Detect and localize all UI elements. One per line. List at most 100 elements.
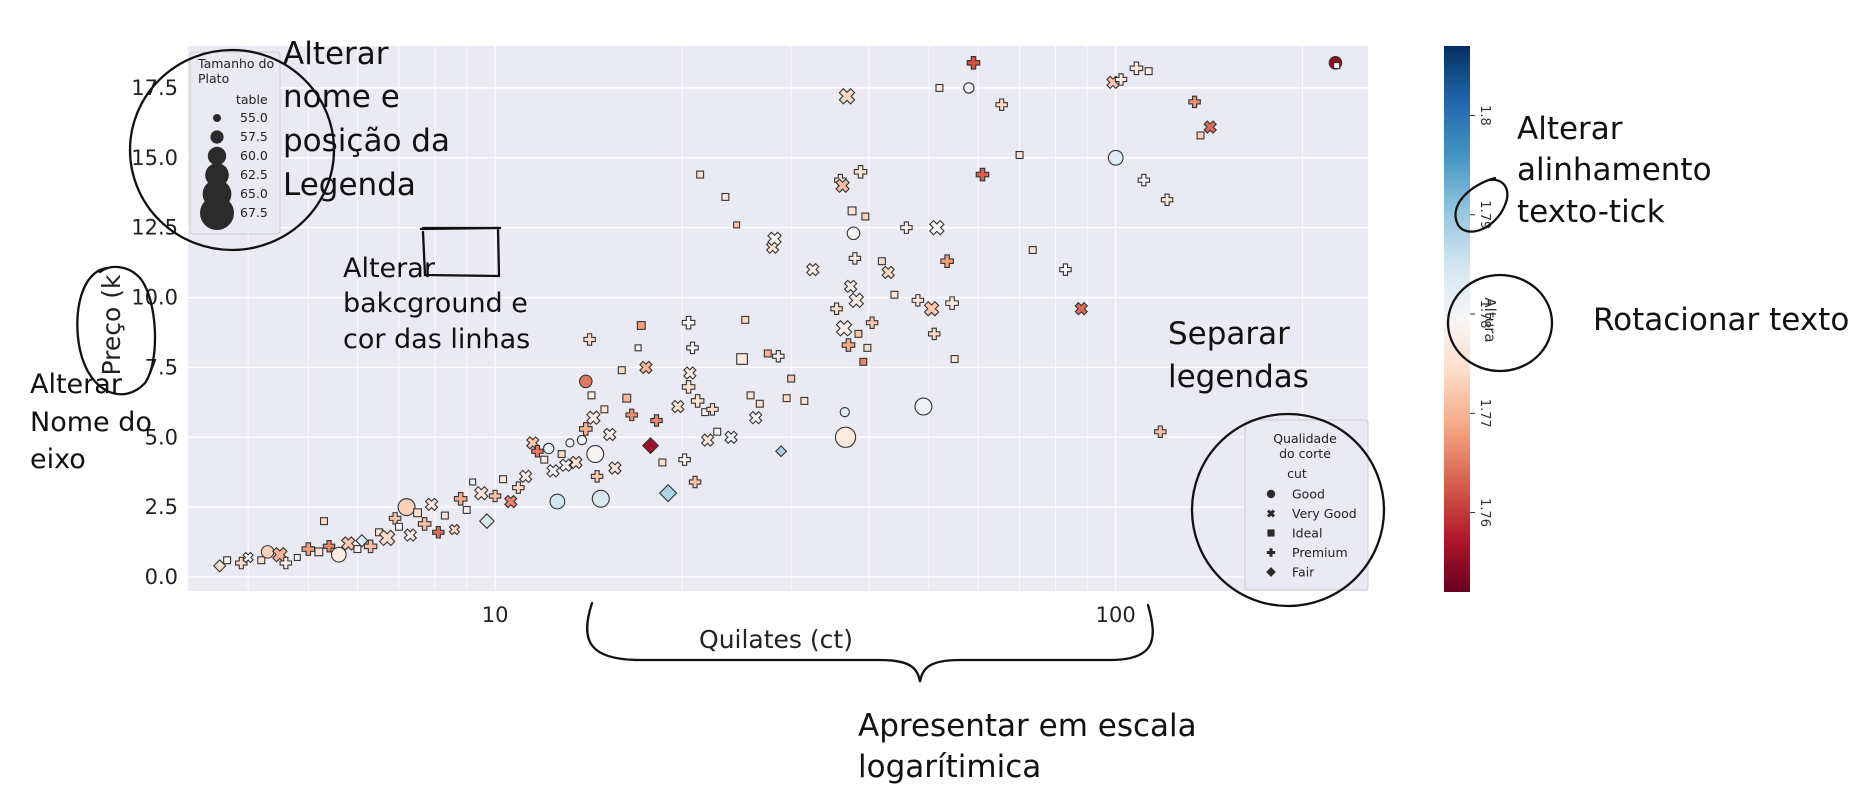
point-60 bbox=[602, 427, 617, 442]
point-87 bbox=[733, 221, 741, 229]
marker-legend-label-4: Fair bbox=[1292, 565, 1315, 580]
size-legend-title-line1: Tamanho do bbox=[197, 56, 274, 71]
marker-legend: Qualidade do corte cut Good Very Good Idea… bbox=[1244, 419, 1369, 591]
point-44 bbox=[546, 464, 560, 478]
point-115 bbox=[854, 329, 863, 338]
point-72 bbox=[671, 399, 685, 414]
point-121 bbox=[877, 257, 886, 266]
point-101 bbox=[805, 262, 820, 277]
point-137 bbox=[995, 98, 1008, 111]
colorbar-tick-label-4: 1.8 bbox=[1477, 105, 1492, 126]
colorbar-tick-label-3: 1.79 bbox=[1477, 200, 1492, 229]
point-111 bbox=[847, 206, 857, 216]
x-tick-labels: 10 100 bbox=[482, 603, 1136, 627]
tick-note-line1: Alterar bbox=[1517, 111, 1623, 147]
background-note-line3: cor das linhas bbox=[343, 324, 530, 355]
log-note-line2: logarítimica bbox=[858, 749, 1041, 785]
point-33 bbox=[473, 485, 489, 501]
point-41 bbox=[531, 445, 544, 458]
point-93 bbox=[763, 349, 772, 358]
y-axis-label: Preço (k bbox=[97, 274, 126, 375]
point-3 bbox=[242, 551, 254, 564]
scatter-points bbox=[213, 55, 1343, 573]
marker-legend-label-1: Very Good bbox=[1292, 506, 1357, 521]
point-28 bbox=[440, 511, 449, 520]
point-62 bbox=[617, 366, 626, 375]
legend-note-line1: Alterar bbox=[283, 36, 389, 72]
point-66 bbox=[636, 321, 646, 330]
point-144 bbox=[1114, 73, 1128, 86]
point-85 bbox=[721, 192, 730, 201]
point-96 bbox=[772, 349, 785, 363]
point-102 bbox=[830, 302, 843, 315]
size-legend: Tamanho do Plato table 55.0 57.5 60.0 62.5 6… bbox=[189, 51, 281, 235]
point-7 bbox=[279, 556, 293, 570]
point-47 bbox=[559, 458, 573, 473]
point-21 bbox=[394, 522, 403, 531]
legend-note-line2: nome e bbox=[283, 79, 400, 115]
marker-legend-marker-1 bbox=[1266, 509, 1276, 518]
point-23 bbox=[403, 528, 418, 542]
point-84 bbox=[713, 427, 722, 436]
point-37 bbox=[504, 494, 518, 509]
size-legend-label-0: 55.0 bbox=[240, 110, 268, 125]
point-58 bbox=[591, 489, 610, 508]
log-brace-stroke bbox=[585, 601, 1154, 683]
point-108 bbox=[838, 87, 856, 105]
marker-legend-marker-3 bbox=[1266, 548, 1276, 557]
marker-legend-label-0: Good bbox=[1292, 487, 1325, 502]
point-146 bbox=[1137, 173, 1151, 187]
point-9 bbox=[301, 542, 316, 556]
point-128 bbox=[927, 327, 941, 341]
size-legend-entries: 55.0 57.5 60.0 62.5 65.0 67.5 bbox=[200, 110, 268, 230]
background-box-stroke bbox=[419, 226, 502, 278]
point-11 bbox=[319, 517, 328, 526]
y-tick-labels: 0.02.55.07.510.012.515.017.5 bbox=[131, 76, 178, 589]
point-139 bbox=[1028, 246, 1037, 255]
point-99 bbox=[787, 374, 796, 383]
point-65 bbox=[634, 344, 642, 352]
marker-legend-entries: Good Very Good Ideal Premium Fair bbox=[1266, 487, 1357, 580]
point-88 bbox=[736, 353, 748, 365]
point-145 bbox=[1129, 61, 1144, 76]
point-78 bbox=[688, 475, 702, 489]
plot-background bbox=[188, 46, 1368, 591]
point-107 bbox=[834, 426, 857, 448]
point-51 bbox=[578, 422, 593, 436]
point-141 bbox=[1074, 301, 1089, 316]
point-92 bbox=[755, 399, 764, 408]
marker-legend-marker-0 bbox=[1266, 489, 1276, 499]
point-143 bbox=[1107, 149, 1124, 166]
point-74 bbox=[681, 380, 696, 394]
colorbar-ticks: 1.76 1.77 1.78 1.79 1.8 bbox=[1470, 105, 1492, 527]
point-112 bbox=[846, 226, 861, 241]
marker-legend-title-line2: do corte bbox=[1279, 446, 1331, 461]
annotation-texts: Alterar nome e posição da Legenda Altera… bbox=[30, 36, 1849, 785]
point-73 bbox=[678, 453, 691, 466]
point-125 bbox=[911, 294, 925, 307]
point-64 bbox=[625, 408, 638, 422]
point-69 bbox=[650, 414, 663, 427]
point-57 bbox=[590, 470, 604, 483]
point-118 bbox=[861, 212, 870, 221]
point-91 bbox=[748, 410, 763, 425]
size-legend-label-1: 57.5 bbox=[240, 129, 268, 144]
x-tick-label-0: 10 bbox=[482, 603, 509, 627]
colorbar-tick-label-1: 1.77 bbox=[1477, 399, 1492, 428]
point-148 bbox=[1154, 425, 1167, 438]
y-tick-label-0: 0.0 bbox=[145, 565, 178, 589]
marker-legend-label-2: Ideal bbox=[1292, 526, 1322, 541]
axis-note-line2: Nome do bbox=[30, 407, 152, 438]
marker-legend-title-line1: Qualidade bbox=[1273, 431, 1337, 446]
point-82 bbox=[700, 433, 715, 447]
point-45 bbox=[549, 493, 566, 510]
marker-legend-marker-2 bbox=[1267, 529, 1275, 537]
point-22 bbox=[397, 498, 416, 517]
point-43 bbox=[542, 442, 555, 455]
point-116 bbox=[853, 164, 868, 179]
point-90 bbox=[746, 391, 755, 400]
y-tick-label-1: 2.5 bbox=[145, 495, 178, 519]
point-77 bbox=[686, 341, 699, 355]
point-71 bbox=[658, 483, 678, 503]
